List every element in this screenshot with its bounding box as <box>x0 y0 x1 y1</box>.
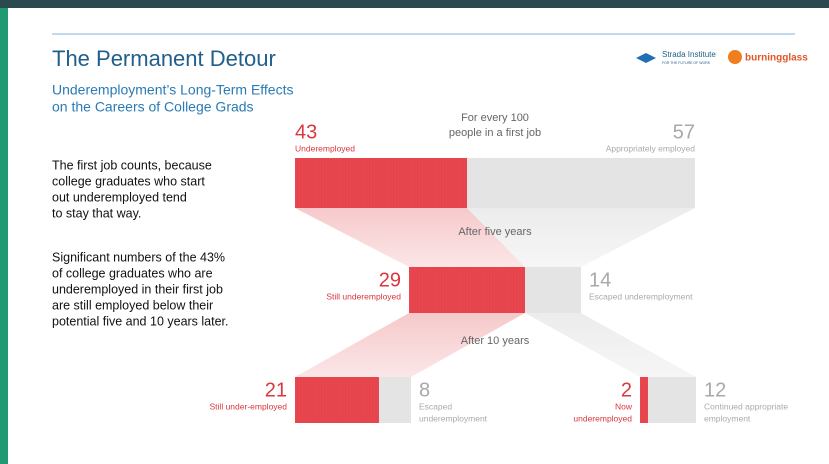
value-label: 12 <box>704 379 726 401</box>
subtitle: on the Careers of College Grads <box>52 99 254 115</box>
title: The Permanent Detour <box>52 46 276 71</box>
line: out underemployed tend <box>52 190 187 204</box>
logo: burningglass <box>745 53 808 64</box>
caption: people in a first job <box>449 127 541 139</box>
line: are still employed below their <box>52 298 213 312</box>
bar-segment <box>379 377 411 423</box>
segment-label: Underemployed <box>295 143 355 153</box>
segment-label: Still underemployed <box>326 291 401 301</box>
bar-segment <box>648 377 696 423</box>
bar-segment <box>640 377 648 423</box>
segment-label: Escaped <box>419 401 452 411</box>
value-label: 21 <box>265 379 287 401</box>
segment-label: Continued appropriate <box>704 401 788 411</box>
logo: Strada Institute <box>662 50 716 59</box>
value-label: 57 <box>673 121 695 143</box>
value-label: 14 <box>589 269 611 291</box>
segment-label: Escaped underemployment <box>589 291 693 301</box>
caption: For every 100 <box>461 112 529 124</box>
segment-label: Appropriately employed <box>606 143 696 153</box>
line: The first job counts, because <box>52 158 212 172</box>
infographic: The Permanent Detour Underemployment’s L… <box>0 0 829 464</box>
line: potential five and 10 years later. <box>52 314 229 328</box>
line: college graduates who start <box>52 174 205 188</box>
segment-label: underemployment <box>419 413 488 423</box>
bar-segment <box>295 158 467 208</box>
caption: After 10 years <box>461 335 530 347</box>
bar-segment <box>525 267 581 313</box>
value-label: 43 <box>295 121 317 143</box>
subtitle: Underemployment’s Long-Term Effects <box>52 82 293 98</box>
line: to stay that way. <box>52 206 141 220</box>
segment-label: Still under-employed <box>210 401 288 411</box>
top-strip <box>0 0 829 8</box>
caption: After five years <box>458 226 532 238</box>
segment-label: employment <box>704 413 751 423</box>
line: Significant numbers of the 43% <box>52 250 225 264</box>
bar-segment <box>409 267 525 313</box>
logo-icon <box>728 50 742 64</box>
value-label: 2 <box>621 379 632 401</box>
bar-segment <box>467 158 695 208</box>
segment-label: underemployed <box>573 413 632 423</box>
line: underemployed in their first job <box>52 282 223 296</box>
value-label: 8 <box>419 379 430 401</box>
segment-label: Now <box>615 401 633 411</box>
value-label: 29 <box>379 269 401 291</box>
logo: FOR THE FUTURE OF WORK <box>662 61 711 65</box>
line: of college graduates who are <box>52 266 213 280</box>
page: The Permanent Detour Underemployment’s L… <box>0 0 829 464</box>
